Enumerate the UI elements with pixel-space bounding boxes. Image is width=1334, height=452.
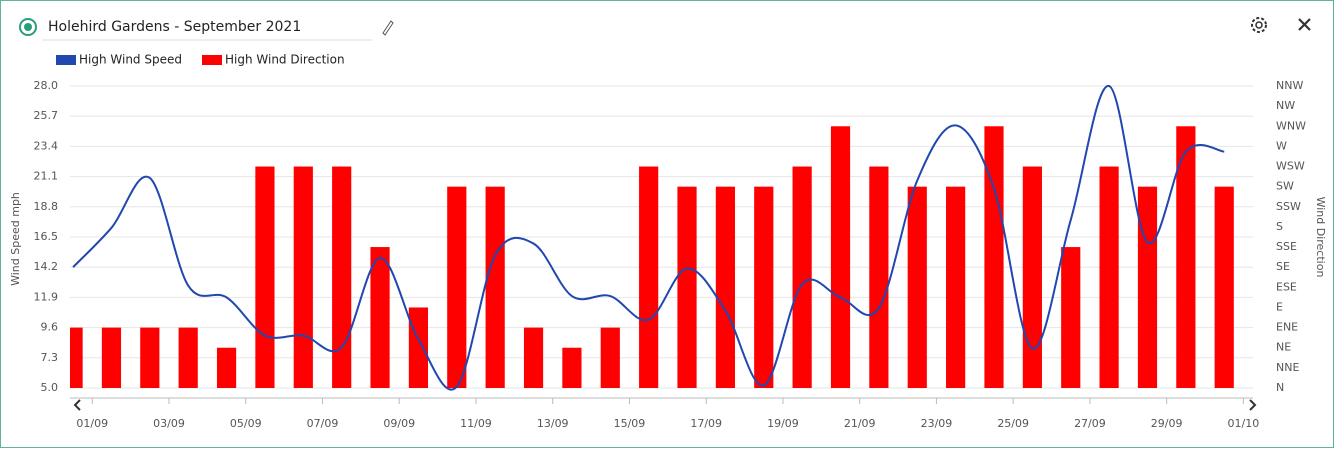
bar: [907, 186, 927, 388]
bar: [984, 126, 1004, 389]
y2-tick-label: NW: [1276, 99, 1295, 112]
bar: [869, 166, 889, 388]
y-tick-label: 23.4: [34, 139, 59, 152]
bar: [677, 186, 697, 388]
bar: [255, 166, 275, 388]
y2-tick-label: N: [1276, 381, 1284, 394]
bar: [523, 327, 544, 388]
bar: [370, 247, 390, 388]
scroll-right[interactable]: [1249, 399, 1257, 411]
y-tick-label: 16.5: [34, 230, 59, 243]
y2-tick-label: SSW: [1276, 200, 1301, 213]
bar: [715, 186, 735, 388]
y2-tick-label: SW: [1276, 180, 1294, 193]
bar: [216, 347, 237, 388]
bar: [293, 166, 313, 388]
status-dot: [24, 23, 32, 31]
y2-axis-title: Wind Direction: [1314, 197, 1327, 278]
settings-icon[interactable]: [1251, 17, 1267, 33]
bar: [792, 166, 812, 388]
y2-tick-label: NE: [1276, 341, 1291, 354]
bar: [1214, 186, 1234, 388]
bar: [830, 126, 851, 389]
x-tick-label: 01/09: [76, 417, 108, 430]
y-tick-label: 14.2: [34, 260, 59, 273]
x-tick-label: 01/10: [1228, 417, 1260, 430]
y-tick-label: 21.1: [34, 170, 59, 183]
x-tick-label: 15/09: [614, 417, 646, 430]
close-icon[interactable]: [1298, 18, 1311, 31]
y2-tick-label: NNE: [1276, 361, 1299, 374]
y2-tick-label: ESE: [1276, 280, 1297, 293]
x-tick-label: 25/09: [997, 417, 1029, 430]
y-tick-label: 28.0: [34, 79, 59, 92]
x-tick-label: 21/09: [844, 417, 876, 430]
bar: [101, 327, 122, 388]
bar: [600, 327, 620, 388]
y-tick-label: 7.3: [41, 351, 59, 364]
bar: [754, 186, 774, 388]
x-tick-label: 17/09: [690, 417, 722, 430]
bar: [1176, 126, 1196, 389]
bar: [562, 347, 582, 388]
bar: [70, 327, 83, 388]
bar: [178, 327, 198, 388]
status-icon[interactable]: [19, 18, 37, 36]
y-axis-title: Wind Speed mph: [9, 192, 22, 286]
x-tick-label: 13/09: [537, 417, 569, 430]
bar: [332, 166, 352, 388]
bar: [639, 166, 659, 388]
x-tick-label: 27/09: [1074, 417, 1106, 430]
x-tick-label: 29/09: [1151, 417, 1183, 430]
y-tick-label: 9.6: [41, 321, 59, 334]
bar: [1099, 166, 1119, 388]
y2-tick-label: WSW: [1276, 160, 1305, 173]
bar: [1137, 186, 1158, 388]
x-tick-label: 23/09: [921, 417, 953, 430]
scroll-left[interactable]: [73, 399, 81, 411]
y2-tick-label: S: [1276, 220, 1283, 233]
x-tick-label: 19/09: [767, 417, 799, 430]
y2-tick-label: E: [1276, 300, 1283, 313]
y2-tick-label: W: [1276, 139, 1287, 152]
legend-swatch: [56, 55, 76, 65]
edit-icon[interactable]: [382, 20, 394, 36]
y-tick-label: 25.7: [34, 109, 59, 122]
y2-tick-label: NNW: [1276, 79, 1303, 92]
legend-label: High Wind Direction: [225, 53, 345, 67]
chart-title: Holehird Gardens - September 2021: [48, 19, 301, 35]
x-tick-label: 05/09: [230, 417, 262, 430]
x-tick-label: 09/09: [383, 417, 415, 430]
x-tick-label: 07/09: [307, 417, 339, 430]
y2-tick-label: SSE: [1276, 240, 1297, 253]
y2-tick-label: WNW: [1276, 119, 1306, 132]
line: [72, 85, 1225, 391]
x-tick-label: 03/09: [153, 417, 185, 430]
bar: [1022, 166, 1042, 388]
legend-label: High Wind Speed: [79, 53, 182, 67]
bar: [447, 186, 467, 388]
bar: [946, 186, 966, 388]
y2-tick-label: SE: [1276, 260, 1290, 273]
y2-tick-label: ENE: [1276, 321, 1298, 334]
x-tick-label: 11/09: [460, 417, 492, 430]
y-tick-label: 11.9: [34, 290, 59, 303]
bar: [408, 307, 429, 388]
legend-swatch: [201, 55, 222, 65]
bar: [140, 327, 160, 388]
y-tick-label: 5.0: [41, 381, 59, 394]
bar: [485, 186, 505, 388]
y-tick-label: 18.8: [34, 200, 59, 213]
bar: [1061, 247, 1081, 388]
